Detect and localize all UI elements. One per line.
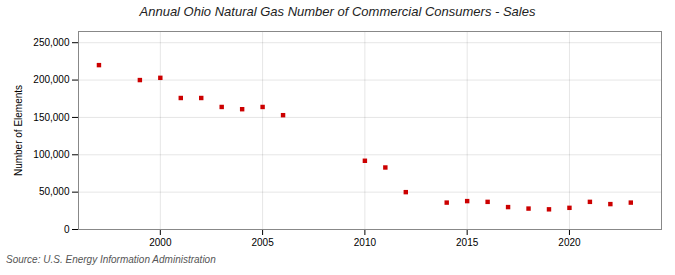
svg-text:150,000: 150,000 [33, 112, 70, 123]
svg-text:50,000: 50,000 [39, 186, 70, 197]
svg-text:200,000: 200,000 [33, 74, 70, 85]
svg-text:2005: 2005 [251, 237, 274, 248]
svg-text:Number of Elements: Number of Elements [13, 85, 24, 176]
html-text:Annual Ohio Natural Gas Number: Annual Ohio Natural Gas Number of Commer… [139, 4, 536, 19]
html-text:Source: U.S. Energy Informatio: Source: U.S. Energy Information Administ… [6, 254, 216, 265]
svg-text:2015: 2015 [456, 237, 479, 248]
svg-text:0: 0 [64, 224, 70, 235]
svg-text:2000: 2000 [149, 237, 172, 248]
svg-text:2010: 2010 [354, 237, 377, 248]
svg-text:250,000: 250,000 [33, 37, 70, 48]
svg-text:2020: 2020 [558, 237, 581, 248]
svg-text:100,000: 100,000 [33, 149, 70, 160]
